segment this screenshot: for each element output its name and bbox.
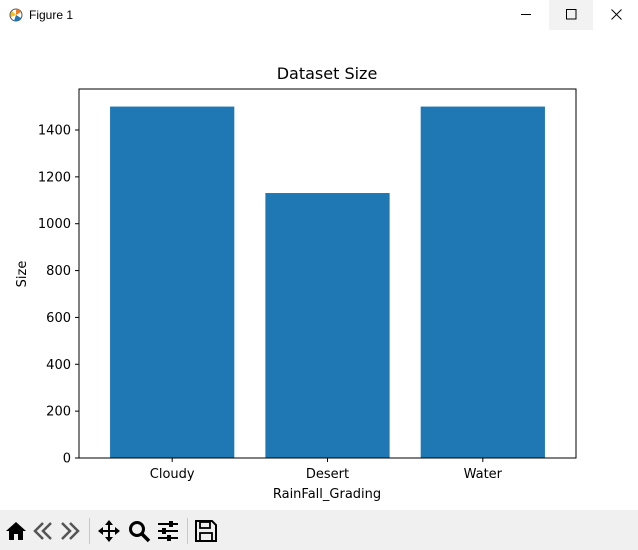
toolbar-separator [89,518,90,544]
navigation-toolbar [0,510,638,550]
home-button[interactable] [3,518,29,544]
close-button[interactable] [594,0,638,30]
bar-cloudy [110,106,235,459]
maximize-icon [566,9,577,20]
move-icon [98,520,120,542]
matplotlib-icon [9,8,23,22]
chart-title: Dataset Size [277,64,378,83]
figure-canvas: Dataset Size 0 200 400 600 800 1000 1200 1400 C… [0,30,638,510]
forward-arrow-icon [61,522,80,540]
back-button[interactable] [30,518,56,544]
y-axis-label: Size [15,261,30,288]
home-icon [6,522,26,540]
x-tick-label: Cloudy [150,467,195,482]
pan-button[interactable] [96,518,122,544]
zoom-icon [129,521,151,543]
y-tick-label: 200 [46,405,71,420]
y-tick-label: 1200 [38,170,71,185]
bar-water [420,106,545,459]
save-icon [195,520,217,542]
x-axis-label: RainFall_Grading [273,487,381,502]
y-tick-label: 800 [46,264,71,279]
x-tick-label: Desert [306,467,349,482]
title-bar: Figure 1 [0,0,638,30]
sliders-icon [158,521,178,541]
configure-subplots-button[interactable] [155,518,181,544]
bar-chart: Dataset Size 0 200 400 600 800 1000 1200 1400 C… [15,64,577,502]
y-tick-label: 600 [46,311,71,326]
toolbar-separator [187,518,188,544]
close-icon [611,9,622,20]
y-tick-label: 1000 [38,217,71,232]
minimize-button[interactable] [504,0,548,30]
maximize-button[interactable] [549,0,593,30]
x-tick-label: Water [464,467,503,482]
y-tick-label: 1400 [38,124,71,139]
window-title: Figure 1 [29,8,74,22]
bar-desert [265,193,390,458]
save-button[interactable] [193,518,219,544]
minimize-icon [521,14,531,15]
zoom-button[interactable] [126,518,152,544]
y-tick-label: 400 [46,358,71,373]
back-arrow-icon [33,522,52,540]
plot-frame [78,88,577,459]
y-tick-label: 0 [63,452,71,467]
forward-button[interactable] [57,518,83,544]
